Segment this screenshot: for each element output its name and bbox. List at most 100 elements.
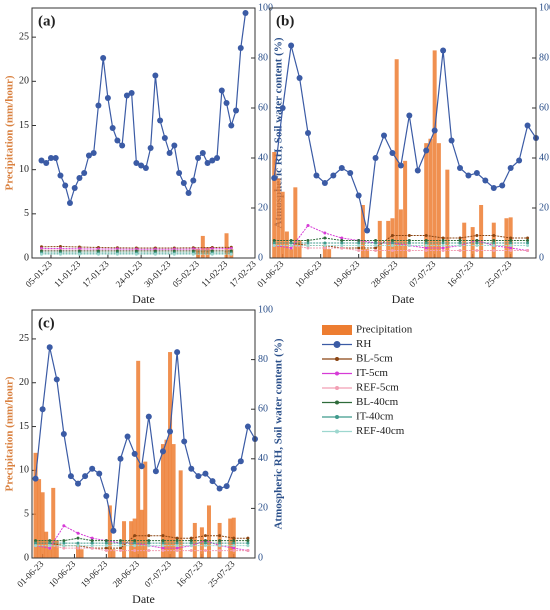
y2-tick-label: 0 bbox=[258, 252, 263, 263]
point bbox=[62, 544, 66, 548]
bar bbox=[132, 518, 137, 558]
legend-marker bbox=[335, 400, 339, 405]
point bbox=[305, 130, 311, 136]
point bbox=[203, 541, 207, 545]
point bbox=[175, 536, 179, 540]
point bbox=[34, 539, 38, 543]
point bbox=[390, 241, 394, 245]
point bbox=[232, 546, 236, 550]
point bbox=[218, 544, 222, 548]
point bbox=[58, 252, 62, 256]
point bbox=[424, 244, 428, 247]
x-tick-label: 19-06-23 bbox=[331, 258, 362, 289]
y2-tick-label: 80 bbox=[258, 52, 268, 63]
point bbox=[48, 541, 52, 545]
point bbox=[407, 234, 411, 237]
y-tick-label: 0 bbox=[24, 252, 29, 263]
point bbox=[340, 239, 344, 242]
point bbox=[103, 493, 110, 499]
point bbox=[390, 249, 394, 252]
bar bbox=[228, 518, 233, 558]
point bbox=[288, 42, 295, 49]
y-tick-label: 10 bbox=[19, 164, 29, 175]
point bbox=[172, 252, 176, 256]
point bbox=[237, 45, 244, 51]
x-tick-label: 10-06-23 bbox=[47, 558, 78, 589]
point bbox=[232, 539, 236, 543]
point bbox=[118, 544, 122, 548]
point bbox=[364, 227, 371, 234]
point bbox=[509, 249, 513, 252]
bar bbox=[143, 461, 148, 558]
bar bbox=[322, 244, 327, 258]
point bbox=[233, 107, 240, 114]
point bbox=[166, 150, 173, 156]
x-tick-label: 17-01-23 bbox=[80, 258, 111, 289]
point bbox=[119, 142, 126, 149]
point bbox=[357, 244, 361, 247]
y2-tick-label: 40 bbox=[258, 152, 268, 163]
legend-label: IT-40cm bbox=[356, 411, 394, 423]
y2-tick-label: 60 bbox=[258, 403, 268, 414]
point bbox=[289, 244, 293, 247]
point bbox=[232, 541, 236, 545]
y-tick-label: 15 bbox=[19, 421, 29, 432]
point bbox=[90, 544, 94, 548]
point bbox=[159, 448, 166, 455]
point bbox=[526, 241, 530, 245]
point bbox=[423, 147, 430, 154]
y-tick-label: 5 bbox=[24, 508, 29, 519]
point bbox=[374, 249, 378, 252]
point bbox=[323, 231, 327, 235]
point bbox=[203, 539, 207, 543]
point bbox=[218, 87, 225, 94]
point bbox=[407, 239, 411, 242]
point bbox=[441, 241, 445, 245]
point bbox=[228, 122, 235, 129]
point bbox=[424, 249, 428, 252]
legend-label: RH bbox=[356, 338, 371, 350]
point bbox=[441, 239, 445, 242]
point bbox=[39, 406, 46, 413]
point bbox=[338, 165, 345, 171]
point bbox=[340, 241, 344, 245]
point bbox=[62, 539, 66, 543]
point bbox=[76, 544, 80, 548]
point bbox=[174, 349, 181, 356]
y2-tick-label: 0 bbox=[539, 252, 544, 263]
point bbox=[407, 249, 411, 252]
point bbox=[289, 241, 293, 245]
point bbox=[96, 252, 100, 256]
point bbox=[323, 236, 327, 240]
point bbox=[458, 236, 462, 240]
point bbox=[424, 241, 428, 245]
bar bbox=[160, 444, 165, 558]
point bbox=[191, 252, 195, 256]
point bbox=[465, 172, 472, 179]
point bbox=[330, 172, 337, 179]
series-line bbox=[35, 537, 248, 542]
y2-tick-label: 20 bbox=[539, 202, 549, 213]
point bbox=[340, 236, 344, 240]
y-tick-label: 20 bbox=[19, 377, 29, 388]
point bbox=[75, 480, 82, 487]
point bbox=[381, 132, 387, 139]
x-tick-label: 17-02-23 bbox=[227, 258, 258, 289]
point bbox=[66, 200, 73, 206]
point bbox=[210, 252, 214, 256]
bar bbox=[224, 233, 229, 258]
point bbox=[475, 241, 479, 245]
point bbox=[123, 92, 130, 99]
point bbox=[161, 135, 168, 141]
point bbox=[232, 544, 236, 548]
point bbox=[473, 170, 480, 176]
point bbox=[90, 536, 94, 540]
bar bbox=[51, 487, 56, 558]
legend-label: REF-5cm bbox=[356, 382, 399, 394]
point bbox=[157, 117, 164, 124]
y2-tick-label: 80 bbox=[539, 52, 549, 63]
x-tick-label: 24-01-23 bbox=[114, 258, 145, 289]
point bbox=[189, 541, 193, 545]
point bbox=[175, 541, 179, 545]
legend-marker bbox=[335, 429, 339, 434]
